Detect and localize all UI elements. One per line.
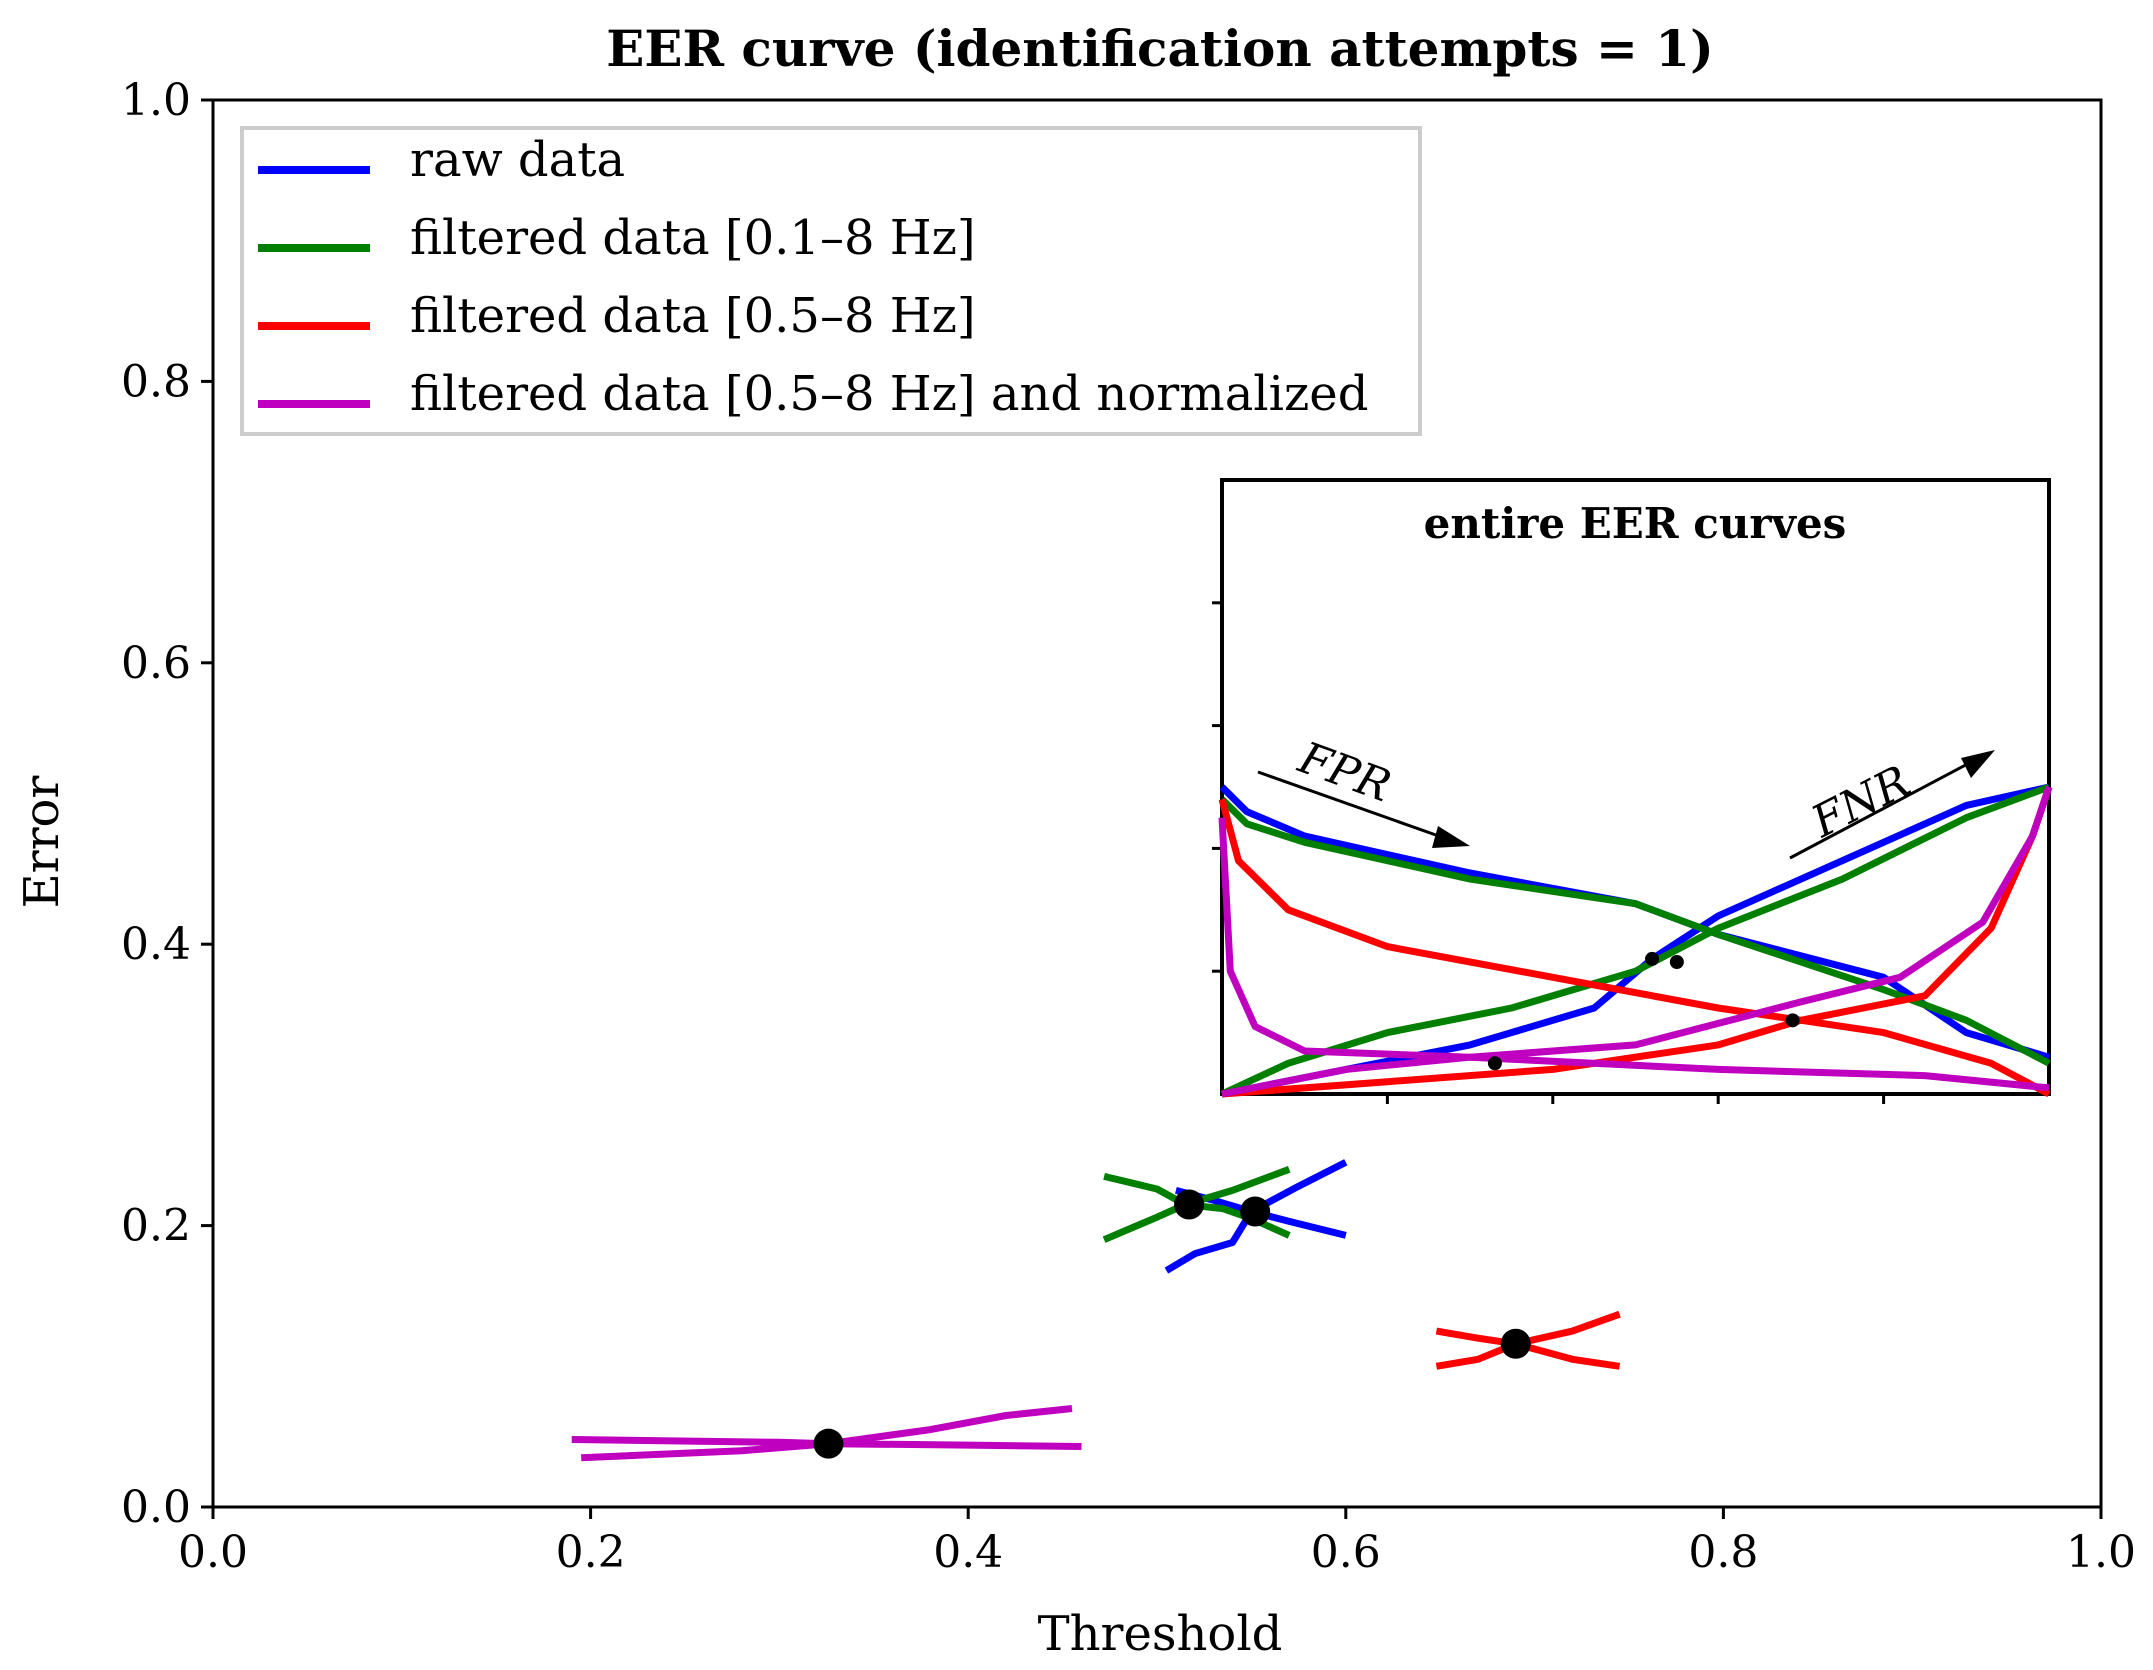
y-tick-label: 0.4	[121, 919, 191, 970]
x-tick-label: 1.0	[2066, 1527, 2136, 1578]
legend-label-2: filtered data [0.5–8 Hz]	[410, 288, 976, 344]
inset-series-1-fpr-line	[1219, 796, 2051, 1067]
y-tick-label: 0.6	[121, 638, 191, 689]
inset-series-3-fnr-line	[1221, 785, 2053, 1098]
y-axis-label: Error	[14, 776, 70, 909]
series-1-eer-point	[1174, 1189, 1205, 1220]
fnr-arrowhead	[1961, 750, 1995, 778]
x-tick-label: 0.2	[556, 1527, 626, 1578]
fpr-arrow	[1257, 770, 1451, 842]
x-axis-label: Threshold	[1038, 1606, 1283, 1662]
y-tick-label: 0.0	[121, 1482, 191, 1533]
inset-title: entire EER curves	[1424, 499, 1847, 548]
inset-series-3-fpr-line	[1218, 817, 2050, 1092]
series-2-eer-point	[1500, 1328, 1531, 1359]
inset-eer-point	[1645, 951, 1660, 966]
x-tick-label: 0.8	[1688, 1527, 1758, 1578]
inset-eer-point	[1785, 1013, 1800, 1028]
x-tick-label: 0.6	[1311, 1527, 1381, 1578]
y-tick-label: 0.8	[121, 356, 191, 407]
series-3-fnr-line	[581, 1405, 1073, 1462]
chart-title: EER curve (identification attempts = 1)	[606, 19, 1714, 78]
legend-label-1: filtered data [0.1–8 Hz]	[410, 210, 976, 266]
series-0-eer-point	[1240, 1196, 1271, 1227]
main-plot-area: 0.0 0.2 0.4 0.6 0.8 1.0 0.0 0.2 0.4 0.6 0.8 1.0	[121, 75, 2136, 1578]
series-3-eer-point	[813, 1428, 844, 1459]
fpr-arrowhead	[1432, 826, 1470, 848]
inset-chart: entire EER curves FPR FNR	[1212, 478, 2053, 1104]
plot-frame	[211, 98, 2103, 1509]
inset-series-2-fpr-line	[1218, 798, 2051, 1098]
y-tick-label: 0.2	[121, 1201, 191, 1252]
series-0-fnr-line	[1164, 1159, 1348, 1274]
legend-frame	[240, 126, 1422, 436]
inset-eer-point	[1669, 954, 1684, 969]
legend-label-3: filtered data [0.5–8 Hz] and normalized	[410, 366, 1368, 422]
inset-ticks	[1212, 601, 1886, 1104]
x-tick-label: 0.0	[178, 1527, 248, 1578]
legend: raw data filtered data [0.1–8 Hz] filtered…	[240, 126, 1422, 436]
legend-label-0: raw data	[410, 132, 625, 188]
y-tick-label: 1.0	[121, 75, 191, 126]
inset-curves	[1218, 783, 2053, 1098]
fnr-arrow	[1789, 758, 1976, 860]
inset-eer-point	[1487, 1056, 1502, 1071]
x-tick-label: 0.4	[933, 1527, 1003, 1578]
